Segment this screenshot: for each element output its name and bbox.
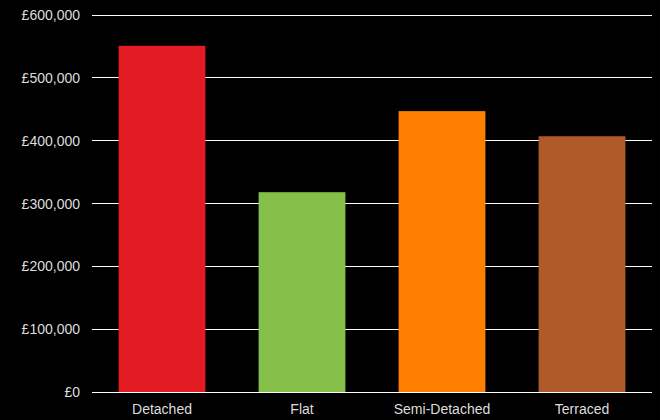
x-tick-label: Flat [290,401,313,417]
chart: £0 £100,000 £200,000 £300,000 £400,000 £500,0… [0,0,660,420]
y-tick-label: £100,000 [22,321,81,337]
y-tick-label: £300,000 [22,196,81,212]
bar [119,46,206,392]
grid-line [92,15,652,16]
bar [399,111,486,392]
y-tick-label: £0 [64,384,80,400]
bars [119,46,626,392]
x-tick-label: Detached [132,401,192,417]
x-tick-label: Semi-Detached [394,401,491,417]
y-tick-label: £600,000 [22,7,81,23]
y-tick-label: £400,000 [22,133,81,149]
y-tick-label: £200,000 [22,258,81,274]
x-tick-label: Terraced [555,401,609,417]
y-tick-label: £500,000 [22,70,81,86]
bar [259,192,346,392]
bar [539,136,626,392]
